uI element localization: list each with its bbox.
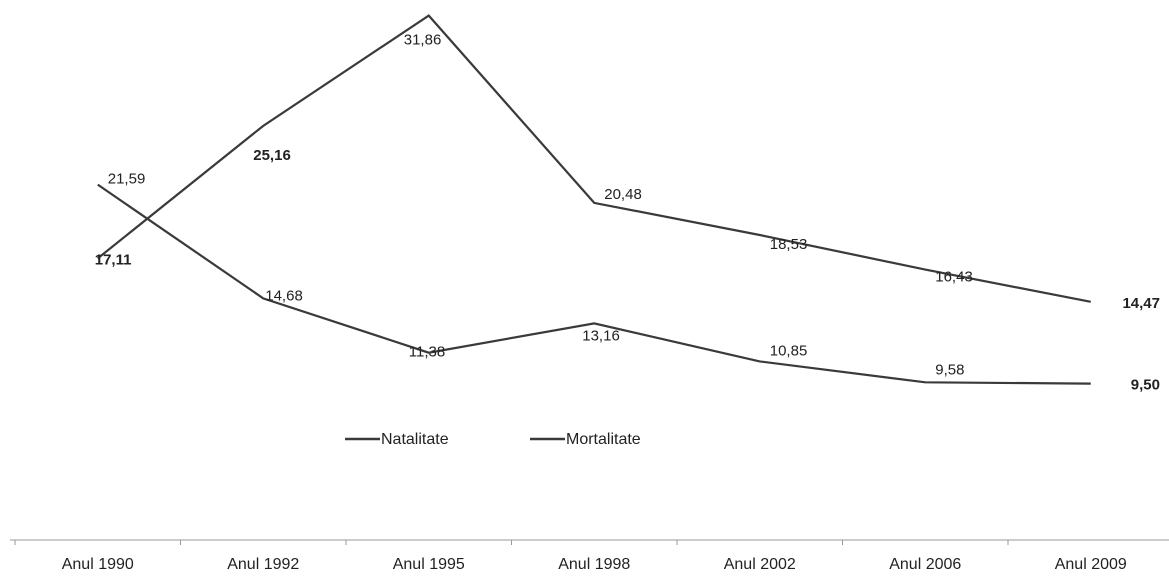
legend-label: Mortalitate <box>566 431 641 448</box>
x-tick-label: Anul 1992 <box>227 556 299 573</box>
data-label: 10,85 <box>770 342 808 359</box>
data-label: 20,48 <box>604 186 642 203</box>
data-label: 9,50 <box>1131 377 1160 394</box>
data-label: 9,58 <box>935 361 964 378</box>
data-label: 13,16 <box>582 327 620 344</box>
data-label: 14,47 <box>1122 295 1160 312</box>
x-tick-label: Anul 2002 <box>724 556 796 573</box>
data-label: 11,38 <box>409 344 445 361</box>
x-tick-label: Anul 2006 <box>889 556 961 573</box>
data-label: 18,53 <box>770 236 808 253</box>
data-label: 25,16 <box>253 147 291 164</box>
data-label: 16,43 <box>935 269 973 286</box>
x-tick-label: Anul 1995 <box>393 556 465 573</box>
data-label: 14,68 <box>265 287 303 304</box>
x-tick-label: Anul 2009 <box>1055 556 1127 573</box>
data-label: 17,11 <box>95 251 132 268</box>
line-series <box>97 14 1091 303</box>
data-label: 31,86 <box>404 32 442 49</box>
line-series <box>97 183 1091 385</box>
legend-label: Natalitate <box>381 431 449 448</box>
x-tick-label: Anul 1998 <box>558 556 630 573</box>
x-tick-label: Anul 1990 <box>62 556 134 573</box>
data-label: 21,59 <box>108 171 146 188</box>
